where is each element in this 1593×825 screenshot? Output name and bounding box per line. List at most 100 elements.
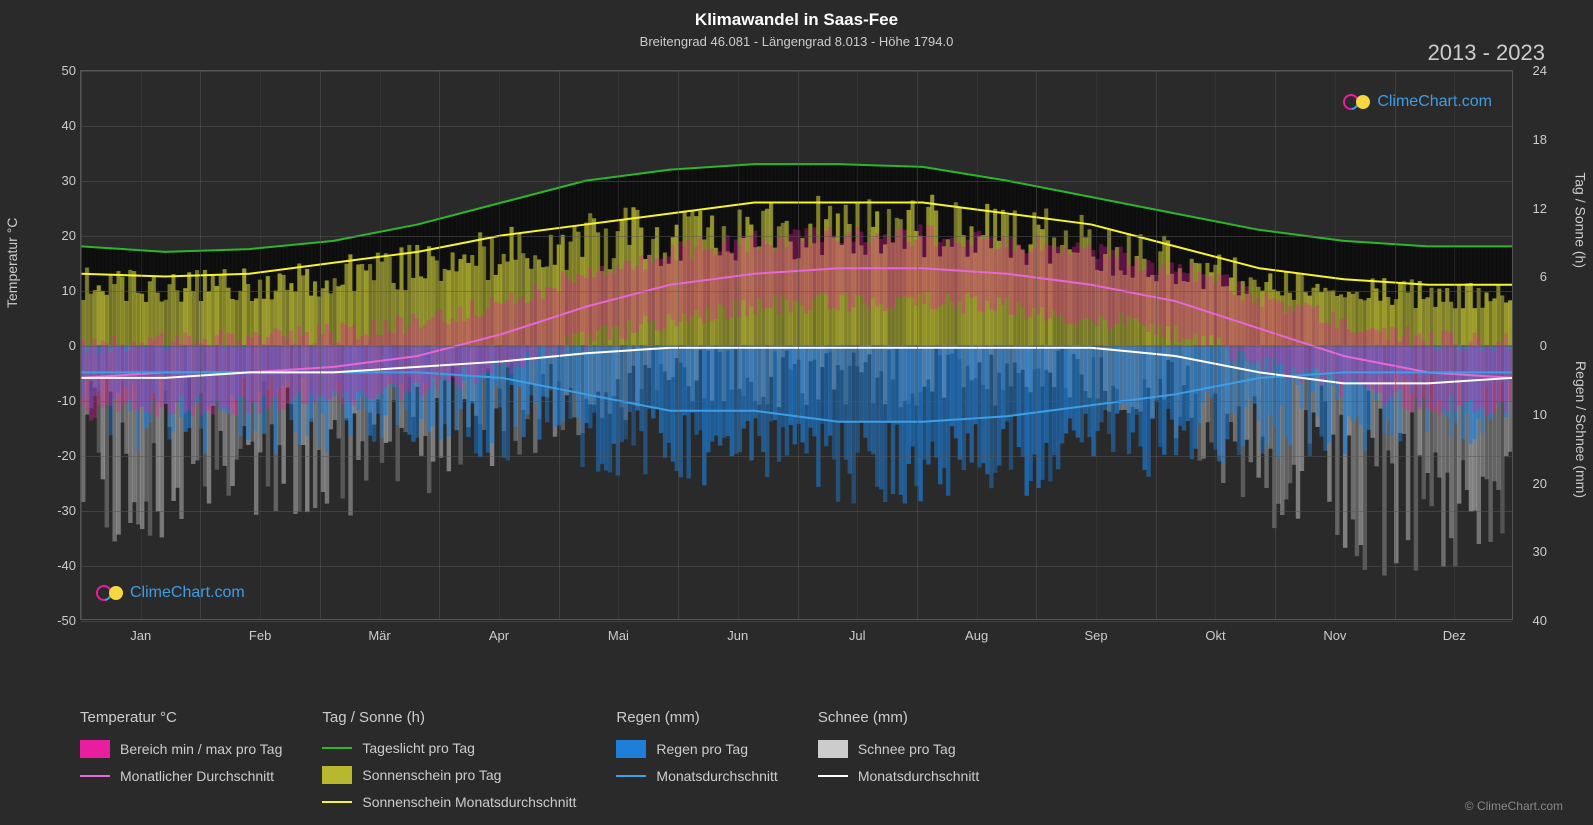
x-tick: Jun (727, 628, 748, 643)
climate-chart: Klimawandel in Saas-Fee Breitengrad 46.0… (0, 0, 1593, 825)
y-tick-left: 0 (36, 338, 76, 353)
grid-line-h (81, 511, 1512, 512)
legend-group: Temperatur °C Bereich min / max pro Tag Mo… (80, 709, 282, 810)
legend-item: Sonnenschein pro Tag (322, 766, 576, 784)
legend-item-label: Bereich min / max pro Tag (120, 741, 282, 757)
legend-item: Schnee pro Tag (818, 740, 979, 758)
legend-group: Regen (mm) Regen pro Tag Monatsdurchschnit… (616, 709, 777, 810)
y-tick-left: 50 (36, 63, 76, 78)
grid-line-v (678, 71, 679, 619)
x-tick: Mär (368, 628, 390, 643)
grid-line-h (81, 181, 1512, 182)
legend-item-label: Monatsdurchschnitt (858, 768, 979, 784)
grid-line-v (559, 71, 560, 619)
grid-line-h (81, 346, 1512, 347)
grid-line-h (81, 236, 1512, 237)
grid-line-v (1454, 71, 1455, 619)
legend-item: Sonnenschein Monatsdurchschnitt (322, 794, 576, 810)
x-tick: Jan (130, 628, 151, 643)
y-tick-left: -50 (36, 613, 76, 628)
legend-line-icon (322, 747, 352, 749)
watermark-top: ClimeChart.com (1343, 91, 1492, 113)
y-tick-left: 10 (36, 283, 76, 298)
copyright-text: © ClimeChart.com (1465, 799, 1563, 813)
legend-item: Tageslicht pro Tag (322, 740, 576, 756)
grid-line-h (81, 71, 1512, 72)
y-axis-left-label: Temperatur °C (4, 218, 20, 308)
legend-item-label: Monatsdurchschnitt (656, 768, 777, 784)
grid-line-v (260, 71, 261, 619)
grid-line-v (141, 71, 142, 619)
legend-line-icon (818, 775, 848, 777)
legend-item: Monatlicher Durchschnitt (80, 768, 282, 784)
grid-line-v (1096, 71, 1097, 619)
grid-line-v (1395, 71, 1396, 619)
x-tick: Feb (249, 628, 271, 643)
y-tick-left: -10 (36, 393, 76, 408)
climechart-logo-icon (1343, 91, 1371, 113)
grid-line-h (81, 291, 1512, 292)
y-tick-left: 20 (36, 228, 76, 243)
grid-line-v (917, 71, 918, 619)
grid-line-v (857, 71, 858, 619)
grid-line-h (81, 621, 1512, 622)
y-tick-right-top: 18 (1533, 132, 1547, 147)
legend-group-title: Schnee (mm) (818, 709, 979, 726)
legend-group: Tag / Sonne (h) Tageslicht pro Tag Sonnens… (322, 709, 576, 810)
y-axis-right-bottom-label: Regen / Schnee (mm) (1573, 361, 1589, 498)
grid-line-v (1335, 71, 1336, 619)
y-tick-right-top: 24 (1533, 63, 1547, 78)
legend-swatch-icon (616, 740, 646, 758)
y-tick-left: -20 (36, 448, 76, 463)
grid-line-h (81, 401, 1512, 402)
legend-group-title: Tag / Sonne (h) (322, 709, 576, 726)
x-tick: Apr (489, 628, 509, 643)
legend-line-icon (616, 775, 646, 777)
legend-item-label: Sonnenschein pro Tag (362, 767, 501, 783)
legend-item: Regen pro Tag (616, 740, 777, 758)
watermark-bottom: ClimeChart.com (96, 582, 245, 604)
y-tick-left: 40 (36, 118, 76, 133)
legend-item-label: Sonnenschein Monatsdurchschnitt (362, 794, 576, 810)
legend-swatch-icon (322, 766, 352, 784)
grid-line-v (1156, 71, 1157, 619)
chart-subtitle: Breitengrad 46.081 - Längengrad 8.013 - … (0, 34, 1593, 49)
y-tick-right-top: 12 (1533, 201, 1547, 216)
y-tick-left: -40 (36, 558, 76, 573)
plot-area: ClimeChart.com ClimeChart.com -50-40-30-… (80, 70, 1513, 620)
x-tick: Mai (608, 628, 629, 643)
legend-group-title: Temperatur °C (80, 709, 282, 726)
x-tick: Aug (965, 628, 988, 643)
y-tick-right-top: 0 (1540, 338, 1547, 353)
legend-item-label: Monatlicher Durchschnitt (120, 768, 274, 784)
legend-item: Monatsdurchschnitt (616, 768, 777, 784)
x-tick: Sep (1084, 628, 1107, 643)
y-axis-right-top-label: Tag / Sonne (h) (1573, 172, 1589, 268)
year-range: 2013 - 2023 (1428, 40, 1545, 66)
y-tick-right-bottom: 40 (1533, 613, 1547, 628)
y-tick-left: -30 (36, 503, 76, 518)
grid-line-v (977, 71, 978, 619)
grid-line-v (1275, 71, 1276, 619)
x-tick: Dez (1443, 628, 1466, 643)
grid-line-h (81, 566, 1512, 567)
grid-line-h (81, 126, 1512, 127)
x-tick: Nov (1323, 628, 1346, 643)
legend-line-icon (322, 801, 352, 803)
legend-group-title: Regen (mm) (616, 709, 777, 726)
legend-item-label: Regen pro Tag (656, 741, 748, 757)
y-tick-right-top: 6 (1540, 269, 1547, 284)
legend-item-label: Tageslicht pro Tag (362, 740, 475, 756)
y-tick-right-bottom: 10 (1533, 407, 1547, 422)
grid-line-v (738, 71, 739, 619)
y-tick-right-bottom: 30 (1533, 544, 1547, 559)
legend-group: Schnee (mm) Schnee pro Tag Monatsdurchschn… (818, 709, 979, 810)
grid-line-v (1215, 71, 1216, 619)
climechart-logo-icon (96, 582, 124, 604)
grid-line-v (798, 71, 799, 619)
y-tick-right-bottom: 20 (1533, 476, 1547, 491)
grid-line-v (320, 71, 321, 619)
legend-line-icon (80, 775, 110, 777)
grid-line-v (618, 71, 619, 619)
grid-line-v (499, 71, 500, 619)
